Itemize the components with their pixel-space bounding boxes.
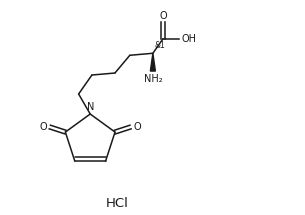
Text: O: O [134, 122, 141, 132]
Text: OH: OH [181, 34, 196, 44]
Text: O: O [39, 122, 47, 132]
Text: N: N [87, 102, 94, 112]
Text: &1: &1 [154, 41, 165, 50]
Text: HCl: HCl [106, 197, 128, 210]
Polygon shape [150, 53, 156, 71]
Text: NH₂: NH₂ [144, 74, 162, 84]
Text: O: O [159, 11, 167, 21]
